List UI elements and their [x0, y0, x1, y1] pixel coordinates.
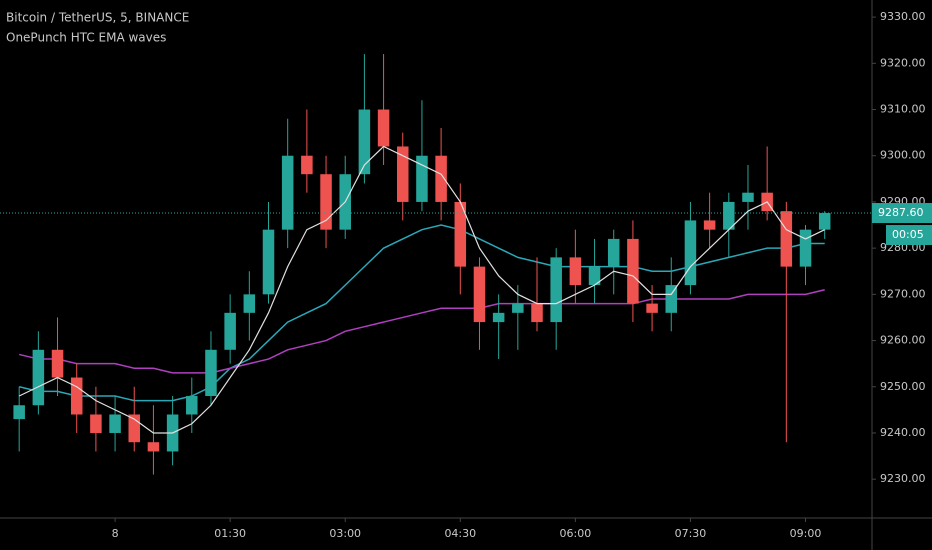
countdown-box — [886, 225, 932, 246]
candle-body — [377, 109, 390, 147]
y-tick-label: 9240.00 — [880, 426, 926, 439]
candle-body — [70, 377, 83, 415]
candle-body — [569, 257, 582, 286]
candle-body — [147, 442, 160, 452]
candle-body — [627, 238, 639, 304]
candle-body — [90, 414, 102, 433]
y-tick-label: 9320.00 — [880, 56, 926, 69]
indicator-name: OnePunch HTC EMA waves — [6, 31, 166, 45]
candle-body — [742, 192, 754, 202]
candle-body — [799, 229, 812, 267]
candle-body — [262, 229, 275, 295]
candle-body — [32, 349, 45, 406]
candle-body — [416, 155, 428, 202]
candle-body — [588, 266, 601, 286]
candle-body — [358, 109, 371, 175]
x-tick-label: 07:30 — [675, 527, 707, 540]
candle-body — [224, 312, 236, 350]
candle-body — [186, 396, 198, 415]
last-price-box — [872, 203, 932, 224]
candle-body — [397, 146, 409, 202]
candle-body — [128, 414, 141, 443]
candle-body — [109, 414, 121, 433]
x-tick-label: 04:30 — [444, 527, 476, 540]
ema-line — [18, 145, 825, 434]
candle-body — [531, 303, 543, 323]
ema-line — [19, 288, 825, 374]
x-tick-label: 01:30 — [214, 527, 246, 540]
candle-body — [512, 303, 524, 313]
x-tick-label: 06:00 — [560, 527, 592, 540]
y-tick-label: 9330.00 — [880, 10, 926, 23]
candle-body — [205, 349, 217, 397]
y-tick-label: 9300.00 — [880, 149, 926, 162]
candle-body — [780, 211, 793, 267]
candle-body — [665, 285, 678, 313]
y-tick-label: 9310.00 — [880, 103, 926, 116]
candle-body — [550, 257, 562, 323]
countdown: 00:05 — [892, 228, 924, 241]
y-tick-label: 9250.00 — [880, 380, 926, 393]
candle-body — [301, 155, 313, 175]
candle-body — [435, 155, 447, 202]
chart-title: Bitcoin / TetherUS, 5, BINANCE — [6, 11, 189, 25]
x-tick-label: 09:00 — [790, 527, 822, 540]
candle-body — [492, 312, 505, 323]
candle-body — [818, 213, 831, 230]
candle-body — [51, 349, 64, 378]
candle-body — [703, 220, 716, 230]
candle-body — [454, 201, 467, 267]
x-tick-label: 03:00 — [329, 527, 361, 540]
candle-body — [13, 405, 25, 420]
y-tick-label: 9270.00 — [880, 287, 926, 300]
candle-body — [646, 303, 658, 313]
x-tick-label: 8 — [112, 527, 119, 540]
candle-body — [320, 174, 332, 230]
candle-body — [281, 155, 294, 230]
candle-body — [473, 266, 486, 323]
last-price-label: 9287.60 — [878, 206, 924, 219]
candle-body — [243, 294, 256, 313]
candle-body — [607, 238, 620, 267]
candle-body — [723, 201, 735, 230]
y-tick-label: 9230.00 — [880, 472, 926, 485]
y-tick-label: 9260.00 — [880, 334, 926, 347]
candle-body — [684, 220, 697, 286]
